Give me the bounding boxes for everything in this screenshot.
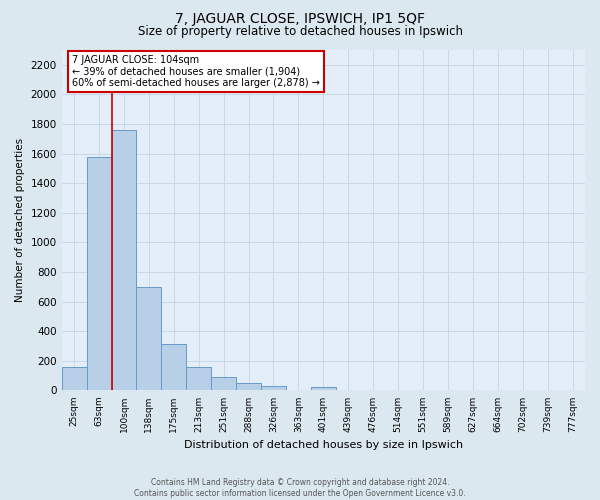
X-axis label: Distribution of detached houses by size in Ipswich: Distribution of detached houses by size …	[184, 440, 463, 450]
Text: Size of property relative to detached houses in Ipswich: Size of property relative to detached ho…	[137, 25, 463, 38]
Bar	[161, 344, 186, 391]
Bar	[86, 156, 112, 390]
Bar	[261, 386, 286, 390]
Y-axis label: Number of detached properties: Number of detached properties	[15, 138, 25, 302]
Text: 7 JAGUAR CLOSE: 104sqm
← 39% of detached houses are smaller (1,904)
60% of semi-: 7 JAGUAR CLOSE: 104sqm ← 39% of detached…	[72, 55, 320, 88]
Bar	[236, 383, 261, 390]
Bar	[211, 377, 236, 390]
Bar	[62, 366, 86, 390]
Text: Contains HM Land Registry data © Crown copyright and database right 2024.
Contai: Contains HM Land Registry data © Crown c…	[134, 478, 466, 498]
Bar	[136, 287, 161, 391]
Bar	[186, 368, 211, 390]
Bar	[112, 130, 136, 390]
Text: 7, JAGUAR CLOSE, IPSWICH, IP1 5QF: 7, JAGUAR CLOSE, IPSWICH, IP1 5QF	[175, 12, 425, 26]
Bar	[311, 388, 336, 390]
